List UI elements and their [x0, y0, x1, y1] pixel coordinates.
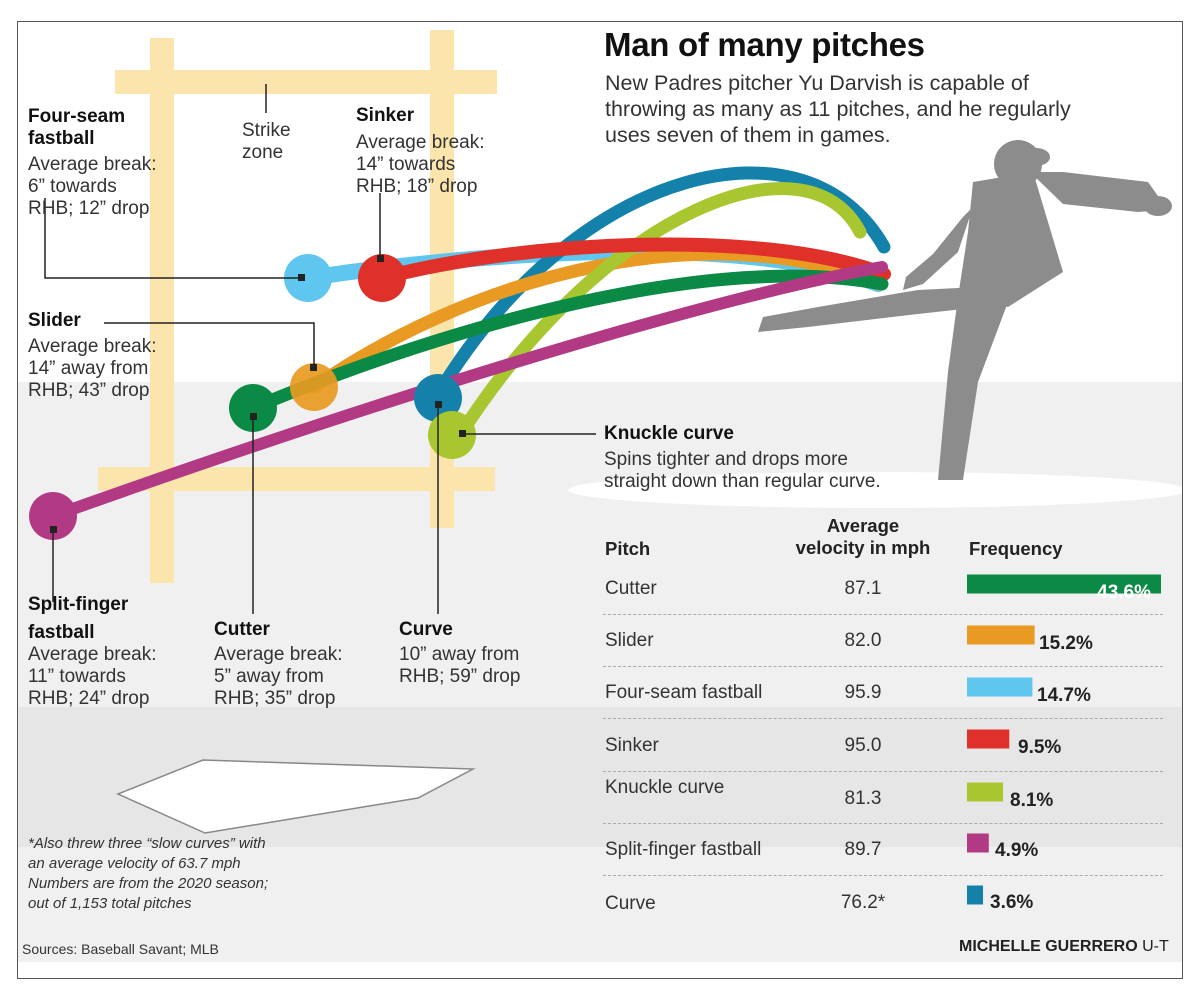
row-velocity: 87.1: [844, 578, 882, 599]
pitcher-silhouette: [758, 140, 1172, 480]
bar-value-label: 3.6%: [990, 892, 1034, 913]
pitch-trajectories: [47, 166, 891, 522]
trajectory-sinker: [375, 237, 891, 285]
frequency-bar-four-seam-fastball: [967, 677, 1033, 697]
table-header-velocity: Average velocity in mph: [795, 515, 931, 558]
row-velocity: 89.7: [844, 839, 882, 860]
bar-value-label: 15.2%: [1039, 633, 1093, 654]
row-velocity: 95.9: [844, 682, 882, 703]
frequency-bar-slider: [967, 625, 1035, 645]
strike-zone: [98, 30, 497, 583]
location-splitter: [29, 492, 77, 540]
table-header-pitch: Pitch: [605, 538, 651, 559]
frequency-bar-split-finger-fastball: [967, 833, 989, 853]
callout-splitter-desc: Average break: 11” towards RHB; 24” drop: [28, 644, 157, 709]
table-header-frequency: Frequency: [969, 538, 1063, 559]
bar-value-label: 4.9%: [995, 840, 1039, 861]
page-title: Man of many pitches: [604, 26, 925, 63]
strike-zone-label: Strike zone: [242, 120, 291, 163]
callout-four-seam-desc: Average break: 6” towards RHB; 12” drop: [28, 154, 157, 219]
callout-curve-desc: 10” away from RHB; 59” drop: [399, 644, 521, 687]
bar-value-label: 43.6%: [1097, 582, 1151, 603]
trajectory-knuckle-curve: [455, 182, 867, 439]
credit-name: MICHELLE GUERRERO: [959, 938, 1138, 955]
footnote: *Also threw three “slow curves” with an …: [28, 835, 269, 912]
infographic-frame: Man of many pitches New Padres pitcher Y…: [17, 21, 1183, 979]
callout-slider-name: Slider: [28, 310, 81, 331]
home-plate: [116, 759, 476, 834]
row-pitch-name: Four-seam fastball: [605, 682, 763, 703]
callout-sinker-name: Sinker: [356, 105, 415, 126]
sources: Sources: Baseball Savant; MLB: [22, 941, 219, 957]
row-velocity: 95.0: [844, 735, 882, 756]
row-divider: [603, 875, 1163, 876]
frequency-bar-knuckle-curve: [967, 782, 1004, 802]
bar-value-label: 8.1%: [1010, 790, 1054, 811]
row-divider: [603, 666, 1163, 667]
trajectory-curve: [431, 166, 891, 401]
frequency-bar-cutter: [967, 574, 1161, 594]
trajectory-splitter: [47, 261, 888, 522]
row-pitch-name: Cutter: [605, 578, 657, 599]
frequency-bar-curve: [967, 885, 984, 905]
bar-value-label: 9.5%: [1018, 737, 1062, 758]
location-sinker: [358, 254, 406, 302]
row-pitch-name: Slider: [605, 630, 654, 651]
callout-knuckle-curve-name: Knuckle curve: [604, 423, 734, 444]
row-pitch-name: Curve: [605, 893, 656, 914]
pitch-illustration: [18, 30, 1182, 962]
row-divider: [603, 823, 1163, 824]
credit: MICHELLE GUERRERO U-T: [959, 939, 1169, 955]
callout-sinker-desc: Average break: 14” towards RHB; 18” drop: [356, 132, 485, 197]
mound-highlight: [568, 472, 1182, 508]
location-knuckle-curve: [428, 411, 476, 459]
frequency-bar-sinker: [967, 729, 1010, 749]
location-markers: [50, 255, 466, 533]
callout-cutter-desc: Average break: 5” away from RHB; 35” dro…: [214, 644, 343, 709]
callout-knuckle-curve-desc: Spins tighter and drops more straight do…: [604, 449, 881, 492]
callout-cutter-name: Cutter: [214, 619, 270, 640]
leader-lines: [44, 84, 596, 614]
intro-text: New Padres pitcher Yu Darvish is capable…: [605, 71, 1071, 147]
row-pitch-name: Sinker: [605, 735, 659, 756]
row-velocity: 76.2*: [840, 892, 886, 913]
callout-curve-name: Curve: [399, 619, 453, 640]
row-pitch-name: Split-finger fastball: [605, 839, 762, 860]
location-four-seam: [284, 254, 332, 302]
pitch-locations: [29, 254, 476, 540]
location-curve: [414, 374, 462, 422]
callout-four-seam-name: Four-seam fastball: [28, 106, 126, 149]
location-slider: [290, 363, 338, 411]
bar-value-label: 14.7%: [1037, 685, 1091, 706]
callout-splitter-name: Split-finger fastball: [28, 594, 129, 643]
row-divider: [603, 771, 1163, 772]
credit-org: U-T: [1142, 938, 1169, 955]
row-velocity: 82.0: [844, 630, 882, 651]
callout-slider-desc: Average break: 14” away from RHB; 43” dr…: [28, 336, 157, 401]
location-cutter: [229, 384, 277, 432]
row-pitch-name: Knuckle curve: [605, 777, 725, 798]
row-velocity: 81.3: [844, 788, 882, 809]
row-divider: [603, 614, 1163, 615]
frequency-bars: [967, 574, 1161, 905]
row-divider: [603, 718, 1163, 719]
